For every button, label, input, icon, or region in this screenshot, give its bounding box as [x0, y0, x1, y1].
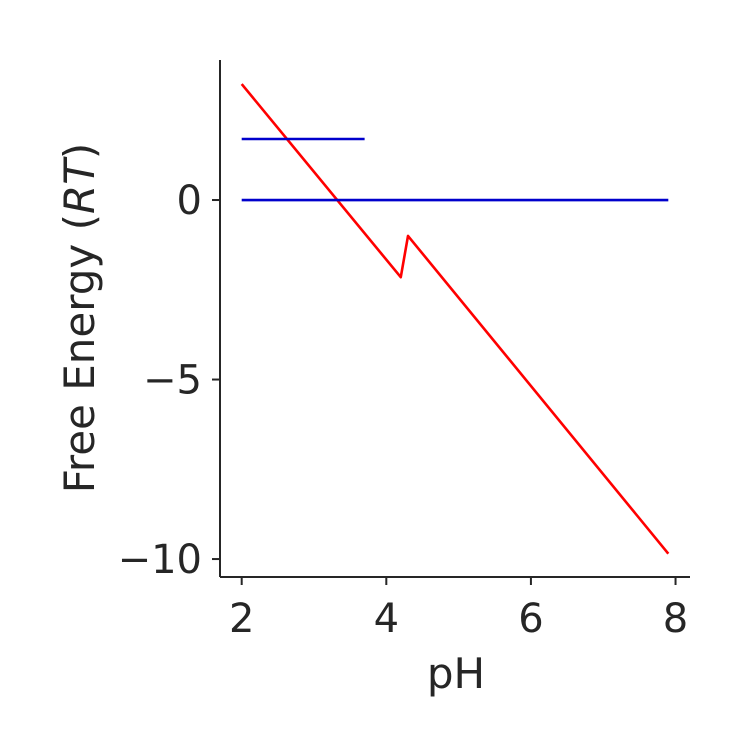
- y-axis-label: Free Energy (RT): [55, 143, 104, 494]
- y-axis-label-close: ): [55, 143, 104, 159]
- y-tick-label: 0: [177, 178, 202, 224]
- x-axis-label: pH: [427, 649, 485, 698]
- y-ticks: −10 −5 0: [118, 178, 220, 583]
- x-ticks: 2 4 6 8: [229, 577, 688, 642]
- axes: [219, 60, 690, 578]
- x-tick-label: 2: [229, 596, 254, 642]
- series-line-1: [240, 83, 670, 555]
- y-tick-label: −10: [118, 537, 202, 583]
- y-axis-label-italic: RT: [55, 156, 104, 214]
- plot-area: [240, 83, 670, 555]
- x-tick-label: 6: [518, 596, 543, 642]
- x-tick-label: 8: [663, 596, 688, 642]
- y-tick-label: −5: [143, 358, 202, 404]
- y-axis-label-main: Free Energy (: [55, 214, 104, 493]
- x-tick-label: 4: [374, 596, 399, 642]
